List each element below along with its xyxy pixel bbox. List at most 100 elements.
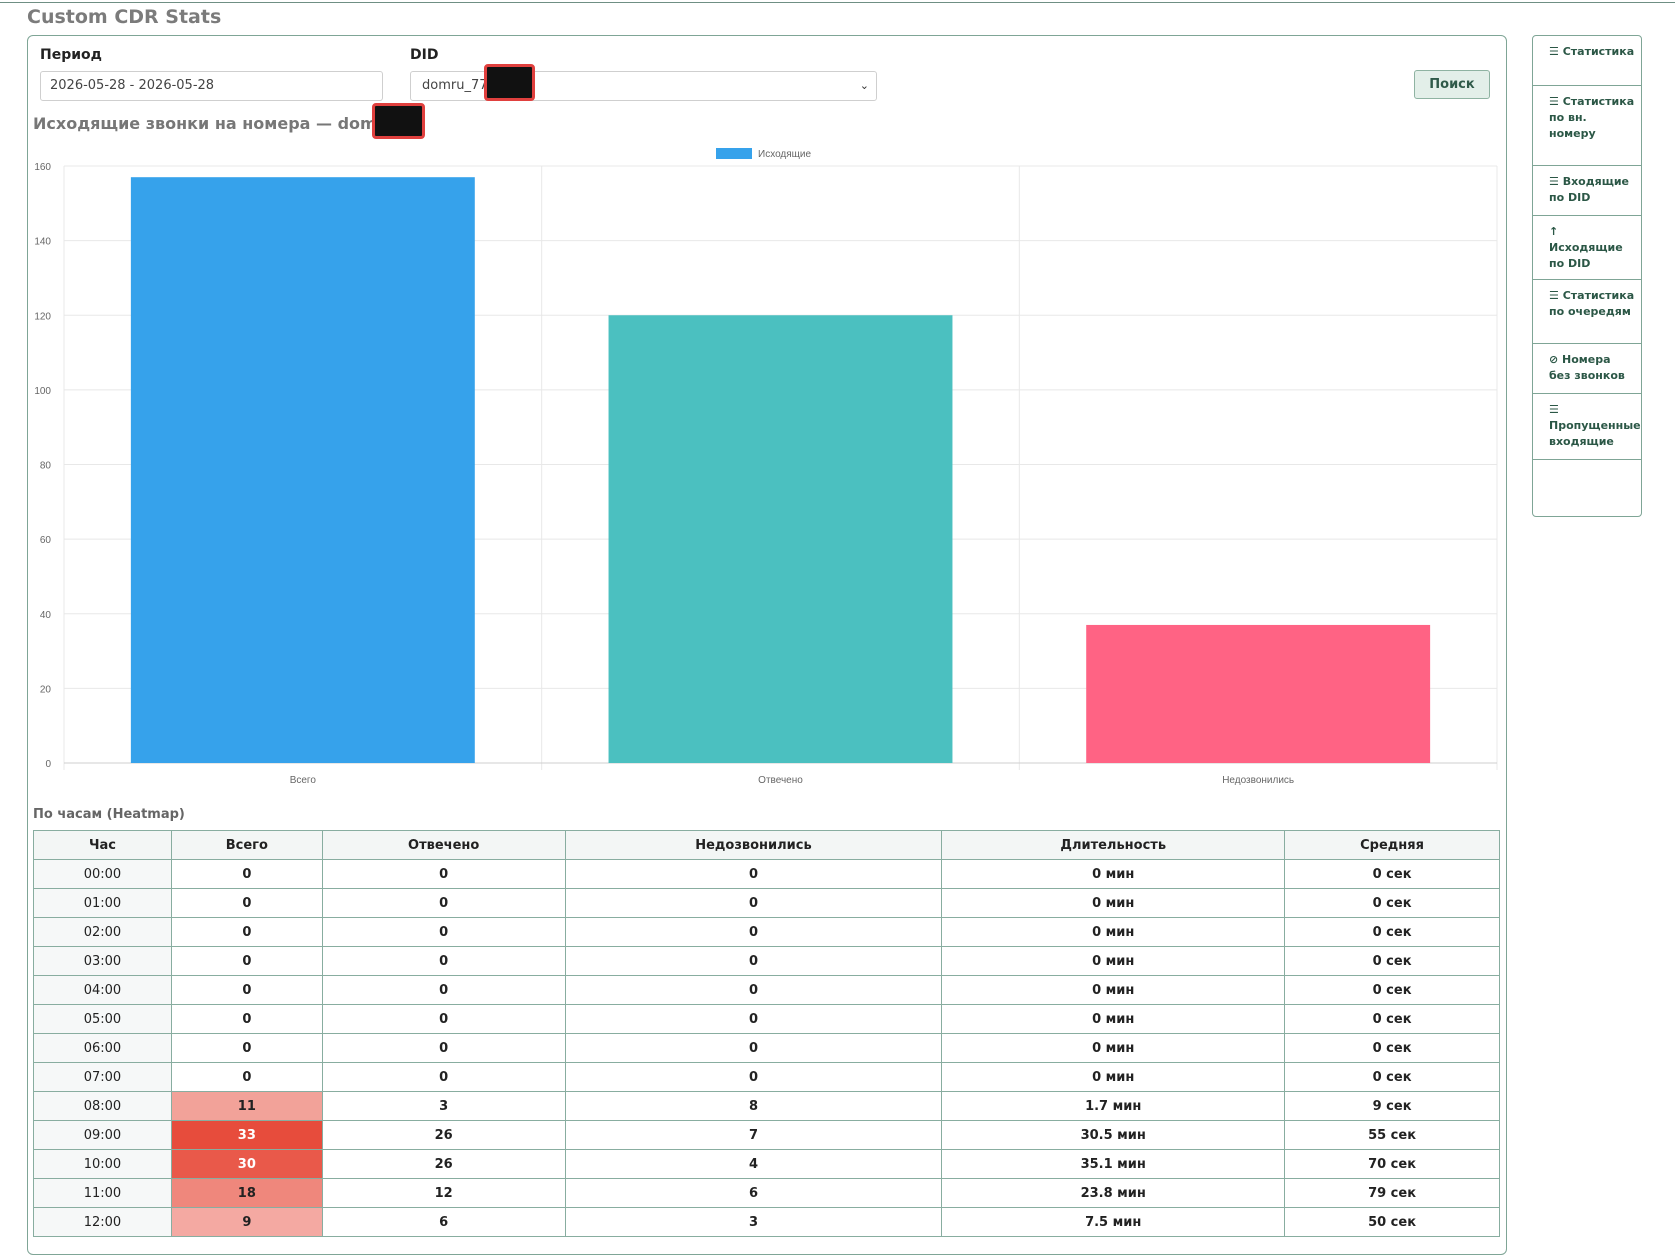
table-cell: 30.5 мин: [941, 1120, 1286, 1150]
table-cell: 0: [564, 917, 943, 947]
table-header-row: Час Всего Отвечено Недозвонились Длительност…: [33, 830, 1500, 860]
hour-cell: 10:00: [33, 1149, 172, 1179]
table-cell: 0: [321, 1062, 566, 1092]
table-cell: 0: [564, 888, 943, 918]
search-button[interactable]: Поиск: [1414, 70, 1490, 99]
table-cell: 6: [321, 1207, 566, 1237]
list-icon: ☰: [1549, 289, 1559, 302]
y-tick-label: 100: [34, 386, 51, 397]
table-cell: 0 мин: [941, 1062, 1286, 1092]
table-cell: 9 сек: [1284, 1091, 1500, 1121]
y-tick-label: 160: [34, 162, 51, 173]
table-cell: 1.7 мин: [941, 1091, 1286, 1121]
nav-item[interactable]: ☰ Статистика: [1533, 36, 1641, 86]
table-cell: 70 сек: [1284, 1149, 1500, 1179]
table-cell: 0: [321, 917, 566, 947]
nav-item[interactable]: ☰ Статистика по вн. номеру: [1533, 86, 1641, 166]
table-cell: 0 мин: [941, 859, 1286, 889]
table-cell: 0: [564, 975, 943, 1005]
nav-item[interactable]: ⊘ Номера без звонков: [1533, 344, 1641, 394]
table-cell: 26: [321, 1149, 566, 1179]
y-tick-label: 40: [40, 610, 52, 621]
hour-cell: 00:00: [33, 859, 172, 889]
table-cell: 18: [170, 1178, 323, 1208]
side-nav: ☰ Статистика ☰ Статистика по вн. номеру ☰ …: [1532, 35, 1642, 517]
y-tick-label: 20: [40, 684, 52, 695]
table-cell: 3: [564, 1207, 943, 1237]
period-input[interactable]: 2026-05-28 - 2026-05-28: [40, 71, 383, 101]
nav-item-label: Исходящие по DID: [1549, 241, 1623, 270]
hour-cell: 11:00: [33, 1178, 172, 1208]
bar-Недозвонились: [1086, 624, 1431, 763]
table-cell: 7.5 мин: [941, 1207, 1286, 1237]
chevron-down-icon: ⌄: [859, 79, 869, 92]
y-tick-label: 140: [34, 237, 51, 248]
table-row: 10:00 30 26 4 35.1 мин 70 сек: [33, 1149, 1500, 1179]
table-cell: 0: [170, 1033, 323, 1063]
table-cell: 0 сек: [1284, 1033, 1500, 1063]
table-cell: 0: [321, 1004, 566, 1034]
table-cell: 0: [564, 859, 943, 889]
table-row: 03:00 0 0 0 0 мин 0 сек: [33, 946, 1500, 976]
table-row: 11:00 18 12 6 23.8 мин 79 сек: [33, 1178, 1500, 1208]
table-cell: 0: [321, 975, 566, 1005]
page-title: Custom CDR Stats: [27, 6, 222, 28]
table-cell: 9: [170, 1207, 323, 1237]
did-select[interactable]: domru_77 ⌄: [410, 71, 877, 101]
y-tick-label: 120: [34, 311, 51, 322]
table-cell: 0 сек: [1284, 1062, 1500, 1092]
table-cell: 0: [321, 1033, 566, 1063]
table-cell: 35.1 мин: [941, 1149, 1286, 1179]
table-cell: 0 мин: [941, 888, 1286, 918]
list-icon: ☰: [1549, 403, 1559, 416]
hour-cell: 02:00: [33, 917, 172, 947]
nav-item[interactable]: ☰ Входящие по DID: [1533, 166, 1641, 216]
legend-label: Исходящие: [758, 149, 811, 160]
table-cell: 30: [170, 1149, 323, 1179]
table-cell: 0: [170, 888, 323, 918]
table-cell: 0: [321, 859, 566, 889]
table-cell: 0 сек: [1284, 917, 1500, 947]
table-cell: 55 сек: [1284, 1120, 1500, 1150]
table-cell: 0: [170, 946, 323, 976]
table-cell: 0 мин: [941, 946, 1286, 976]
column-header: Недозвонились: [564, 830, 943, 860]
table-cell: 4: [564, 1149, 943, 1179]
nav-item[interactable]: ☰ Пропущенные входящие: [1533, 394, 1641, 460]
hour-cell: 03:00: [33, 946, 172, 976]
did-label: DID: [410, 47, 439, 63]
table-cell: 0: [170, 917, 323, 947]
table-row: 04:00 0 0 0 0 мин 0 сек: [33, 975, 1500, 1005]
table-cell: 0: [564, 1062, 943, 1092]
nav-item[interactable]: ☰ Статистика по очередям: [1533, 280, 1641, 344]
table-cell: 33: [170, 1120, 323, 1150]
nav-item-label: Пропущенные входящие: [1549, 419, 1641, 448]
heatmap-title: По часам (Heatmap): [33, 807, 185, 822]
table-cell: 0: [321, 946, 566, 976]
table-cell: 0 мин: [941, 917, 1286, 947]
table-row: 00:00 0 0 0 0 мин 0 сек: [33, 859, 1500, 889]
list-icon: ☰: [1549, 175, 1559, 188]
table-row: 02:00 0 0 0 0 мин 0 сек: [33, 917, 1500, 947]
y-tick-label: 80: [40, 461, 52, 472]
table-cell: 0: [564, 1033, 943, 1063]
table-cell: 0: [564, 946, 943, 976]
table-cell: 7: [564, 1120, 943, 1150]
hour-cell: 04:00: [33, 975, 172, 1005]
y-tick-label: 0: [45, 759, 51, 770]
hour-cell: 01:00: [33, 888, 172, 918]
nav-item[interactable]: ↑ Исходящие по DID: [1533, 216, 1641, 280]
x-tick-label: Недозвонились: [1222, 775, 1294, 786]
y-tick-label: 60: [40, 535, 52, 546]
bar-chart: 0 20 40 60 80 100 120 140 160 Всего Отвечено Недозв…: [34, 148, 1498, 786]
redaction-mark: [484, 64, 535, 101]
redaction-mark: [372, 103, 425, 139]
table-cell: 23.8 мин: [941, 1178, 1286, 1208]
table-row: 09:00 33 26 7 30.5 мин 55 сек: [33, 1120, 1500, 1150]
table-row: 01:00 0 0 0 0 мин 0 сек: [33, 888, 1500, 918]
nav-item-label: Номера без звонков: [1549, 353, 1625, 382]
table-cell: 11: [170, 1091, 323, 1121]
table-cell: 0 сек: [1284, 888, 1500, 918]
hour-cell: 08:00: [33, 1091, 172, 1121]
top-divider: [0, 2, 1675, 3]
